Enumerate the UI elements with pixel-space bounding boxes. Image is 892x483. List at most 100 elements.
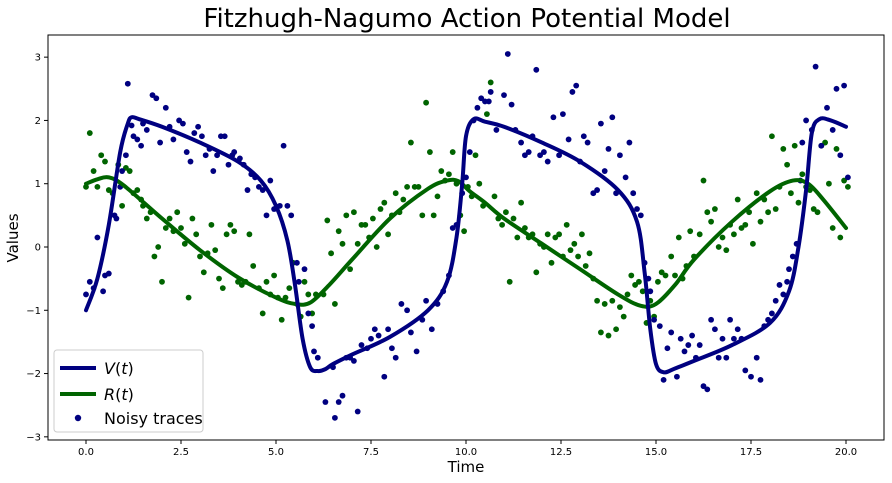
noisy-point-v bbox=[199, 133, 205, 140]
noisy-point-r bbox=[377, 206, 384, 212]
noisy-point-r bbox=[738, 225, 745, 231]
noisy-point-v bbox=[130, 133, 137, 140]
noisy-point-r bbox=[636, 278, 642, 285]
noisy-point-r bbox=[335, 228, 342, 235]
noisy-point-v bbox=[191, 130, 198, 136]
y-tick-label: −2 bbox=[26, 369, 41, 380]
x-axis-label: Time bbox=[447, 458, 485, 476]
noisy-point-r bbox=[822, 139, 828, 146]
noisy-point-r bbox=[628, 272, 635, 279]
noisy-point-r bbox=[723, 247, 730, 254]
noisy-point-r bbox=[769, 133, 775, 140]
noisy-point-v bbox=[202, 152, 209, 159]
noisy-point-v bbox=[630, 190, 637, 197]
noisy-point-v bbox=[398, 301, 405, 307]
noisy-point-v bbox=[818, 142, 825, 149]
noisy-point-v bbox=[284, 202, 291, 209]
noisy-point-r bbox=[197, 253, 203, 260]
noisy-point-r bbox=[419, 212, 426, 219]
noisy-point-r bbox=[510, 215, 517, 222]
noisy-point-v bbox=[541, 149, 547, 155]
noisy-point-r bbox=[246, 231, 253, 238]
noisy-point-r bbox=[503, 209, 509, 216]
noisy-point-r bbox=[788, 190, 794, 197]
x-tick-label: 17.5 bbox=[740, 447, 762, 458]
noisy-point-v bbox=[221, 133, 228, 140]
noisy-point-r bbox=[174, 209, 181, 216]
noisy-point-r bbox=[476, 180, 483, 187]
x-tick-label: 7.5 bbox=[363, 447, 379, 458]
noisy-point-v bbox=[449, 225, 456, 231]
x-tick-label: 5.0 bbox=[268, 447, 284, 458]
legend-label-v: V(t) bbox=[104, 359, 134, 378]
noisy-point-v bbox=[413, 348, 420, 355]
noisy-point-v bbox=[183, 149, 190, 155]
noisy-point-r bbox=[446, 171, 452, 178]
noisy-point-r bbox=[712, 206, 718, 212]
noisy-point-r bbox=[734, 196, 741, 203]
noisy-point-r bbox=[208, 221, 215, 228]
noisy-point-v bbox=[280, 142, 287, 149]
noisy-point-v bbox=[696, 342, 703, 348]
x-tick-label: 15.0 bbox=[645, 447, 667, 458]
series-line-v bbox=[84, 115, 848, 375]
noisy-point-r bbox=[461, 228, 467, 235]
noisy-point-v bbox=[573, 82, 580, 89]
noisy-point-r bbox=[219, 285, 226, 292]
noisy-point-v bbox=[518, 139, 524, 146]
legend-swatch-noisy bbox=[74, 414, 82, 422]
noisy-point-r bbox=[189, 215, 196, 222]
noisy-point-r bbox=[620, 313, 627, 320]
noisy-point-r bbox=[134, 187, 141, 193]
noisy-point-r bbox=[427, 149, 433, 155]
noisy-point-r bbox=[250, 263, 257, 269]
noisy-point-r bbox=[119, 202, 125, 209]
noisy-point-v bbox=[634, 206, 640, 212]
noisy-point-r bbox=[598, 329, 604, 336]
noisy-point-r bbox=[487, 79, 494, 86]
noisy-point-v bbox=[466, 149, 473, 155]
noisy-point-r bbox=[231, 228, 238, 235]
noisy-point-r bbox=[305, 291, 312, 298]
noisy-point-v bbox=[267, 177, 274, 184]
noisy-point-v bbox=[157, 139, 164, 146]
noisy-point-r bbox=[438, 168, 445, 174]
noisy-point-v bbox=[689, 332, 695, 339]
noisy-point-r bbox=[392, 190, 399, 197]
noisy-point-v bbox=[128, 122, 135, 129]
noisy-point-v bbox=[537, 152, 543, 159]
noisy-point-r bbox=[212, 247, 219, 254]
noisy-point-v bbox=[656, 323, 663, 329]
noisy-point-r bbox=[719, 234, 726, 241]
noisy-point-v bbox=[504, 51, 511, 57]
noisy-point-r bbox=[238, 282, 245, 288]
noisy-point-v bbox=[556, 152, 562, 159]
noisy-point-r bbox=[449, 149, 456, 155]
noisy-point-r bbox=[328, 250, 334, 257]
noisy-point-r bbox=[795, 199, 802, 206]
plot-marks bbox=[83, 51, 851, 421]
noisy-point-v bbox=[124, 80, 131, 87]
noisy-point-v bbox=[651, 316, 657, 323]
noisy-point-v bbox=[105, 270, 112, 277]
noisy-point-r bbox=[556, 231, 562, 238]
noisy-point-r bbox=[765, 209, 771, 216]
noisy-point-r bbox=[757, 218, 764, 225]
noisy-point-v bbox=[153, 95, 160, 102]
x-tick-label: 12.5 bbox=[550, 447, 572, 458]
noisy-point-r bbox=[575, 253, 581, 260]
noisy-point-v bbox=[525, 149, 532, 155]
noisy-point-r bbox=[586, 250, 593, 257]
noisy-point-v bbox=[544, 158, 551, 165]
noisy-point-v bbox=[259, 187, 266, 193]
noisy-point-v bbox=[637, 212, 644, 219]
noisy-point-v bbox=[358, 342, 365, 348]
noisy-point-r bbox=[83, 183, 89, 190]
noisy-point-v bbox=[83, 291, 89, 298]
noisy-point-r bbox=[662, 272, 669, 279]
y-tick-label: 3 bbox=[35, 53, 41, 64]
noisy-point-v bbox=[176, 117, 183, 124]
noisy-point-r bbox=[98, 152, 105, 159]
noisy-point-v bbox=[681, 348, 688, 355]
noisy-point-r bbox=[639, 288, 646, 295]
